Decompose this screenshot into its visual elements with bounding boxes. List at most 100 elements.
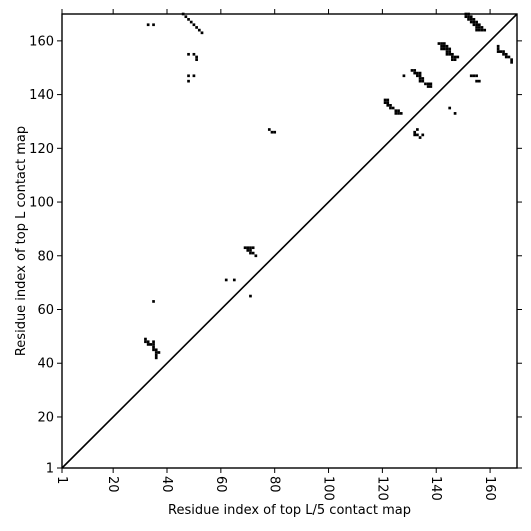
contact-cell bbox=[149, 343, 153, 346]
contact-cell bbox=[187, 79, 190, 83]
contact-cell bbox=[152, 345, 155, 349]
contact-cell bbox=[152, 300, 155, 303]
contact-cell bbox=[469, 74, 473, 78]
contact-cell bbox=[416, 128, 419, 131]
contact-cell bbox=[249, 294, 252, 298]
contact-cell bbox=[496, 50, 500, 53]
contact-cell bbox=[187, 18, 190, 21]
contact-cell bbox=[270, 130, 274, 134]
contact-cell bbox=[152, 343, 155, 346]
contact-cell bbox=[442, 42, 446, 45]
contact-cell bbox=[389, 103, 392, 107]
contact-cell bbox=[437, 42, 441, 45]
contact-cell bbox=[152, 23, 155, 27]
contact-cell bbox=[510, 61, 513, 64]
contact-cell bbox=[418, 77, 422, 80]
contact-cell bbox=[418, 136, 422, 139]
contact-cell bbox=[187, 74, 190, 78]
contact-cell bbox=[475, 28, 478, 32]
contact-cell bbox=[192, 74, 196, 78]
contact-cell bbox=[426, 85, 430, 88]
contact-cell bbox=[504, 55, 508, 59]
contact-cell bbox=[200, 31, 204, 35]
contact-cell bbox=[402, 74, 406, 78]
x-tick-label: 80 bbox=[267, 476, 282, 493]
contact-cell bbox=[469, 20, 473, 24]
contact-cell bbox=[448, 47, 452, 51]
contact-cell bbox=[399, 112, 403, 115]
contact-cell bbox=[477, 79, 481, 83]
contact-cell bbox=[187, 52, 190, 56]
contact-cell bbox=[195, 55, 198, 59]
contact-cell bbox=[445, 47, 449, 51]
contact-cell bbox=[477, 26, 481, 29]
contact-cell bbox=[475, 20, 478, 24]
contact-cell bbox=[453, 58, 457, 62]
contact-cell bbox=[195, 26, 198, 29]
contact-cell bbox=[413, 130, 417, 134]
y-tick-label: 120 bbox=[29, 142, 54, 157]
contact-cell bbox=[475, 74, 478, 78]
contact-cell bbox=[421, 79, 425, 83]
contact-cell bbox=[472, 23, 476, 27]
contact-cell bbox=[496, 47, 500, 51]
contact-cell bbox=[254, 254, 258, 258]
contact-cell bbox=[410, 69, 414, 72]
contact-cell bbox=[445, 44, 449, 48]
contact-cell bbox=[249, 246, 252, 250]
y-tick-label: 140 bbox=[29, 88, 54, 103]
contact-cell bbox=[504, 52, 508, 56]
contact-cell bbox=[192, 23, 196, 27]
contact-cell bbox=[418, 74, 422, 78]
x-tick-label: 60 bbox=[213, 476, 228, 493]
contact-cell bbox=[413, 133, 417, 137]
contact-cell bbox=[440, 44, 443, 48]
contact-cell bbox=[154, 351, 158, 354]
contact-cell bbox=[386, 101, 390, 104]
contact-cell bbox=[451, 58, 454, 62]
contact-cell bbox=[442, 47, 446, 51]
contact-cell bbox=[451, 55, 454, 59]
contact-cell bbox=[496, 44, 500, 48]
y-tick-label: 40 bbox=[37, 357, 54, 372]
contact-cell bbox=[440, 42, 443, 45]
y-axis-title: Residue index of top L contact map bbox=[14, 126, 29, 356]
contact-cell bbox=[475, 26, 478, 29]
contact-cell bbox=[386, 98, 390, 102]
contact-cell bbox=[467, 15, 470, 19]
contact-cell bbox=[195, 58, 198, 62]
contact-cell bbox=[232, 278, 236, 282]
y-tick-label: 80 bbox=[37, 249, 54, 264]
contact-cell bbox=[251, 251, 255, 255]
diagonal-line bbox=[61, 13, 518, 469]
y-tick-label: 100 bbox=[29, 196, 54, 211]
contact-cell bbox=[383, 101, 387, 104]
x-tick-label: 120 bbox=[374, 476, 389, 501]
contact-cell bbox=[144, 340, 147, 344]
contact-cell bbox=[246, 246, 250, 250]
contact-cell bbox=[475, 23, 478, 27]
contact-cell bbox=[472, 74, 476, 78]
contact-cell bbox=[267, 128, 271, 131]
contact-cell bbox=[383, 98, 387, 102]
contact-cell bbox=[154, 348, 158, 352]
contact-cell bbox=[448, 50, 452, 53]
x-tick-label: 20 bbox=[105, 476, 120, 493]
contact-cell bbox=[273, 130, 277, 134]
contact-cell bbox=[469, 15, 473, 19]
contact-cell bbox=[467, 18, 470, 21]
contact-cell bbox=[243, 246, 247, 250]
contact-cell bbox=[394, 109, 398, 113]
contact-cell bbox=[146, 23, 150, 27]
contact-cell bbox=[424, 82, 427, 86]
contact-cell bbox=[413, 71, 417, 75]
contact-cell bbox=[472, 18, 476, 21]
contact-cell bbox=[453, 55, 457, 59]
contact-cell bbox=[197, 28, 201, 32]
contact-cell bbox=[152, 348, 155, 352]
contact-cell bbox=[448, 106, 452, 110]
contact-cell bbox=[475, 79, 478, 83]
contact-cell bbox=[416, 133, 419, 137]
contact-cell bbox=[440, 47, 443, 51]
